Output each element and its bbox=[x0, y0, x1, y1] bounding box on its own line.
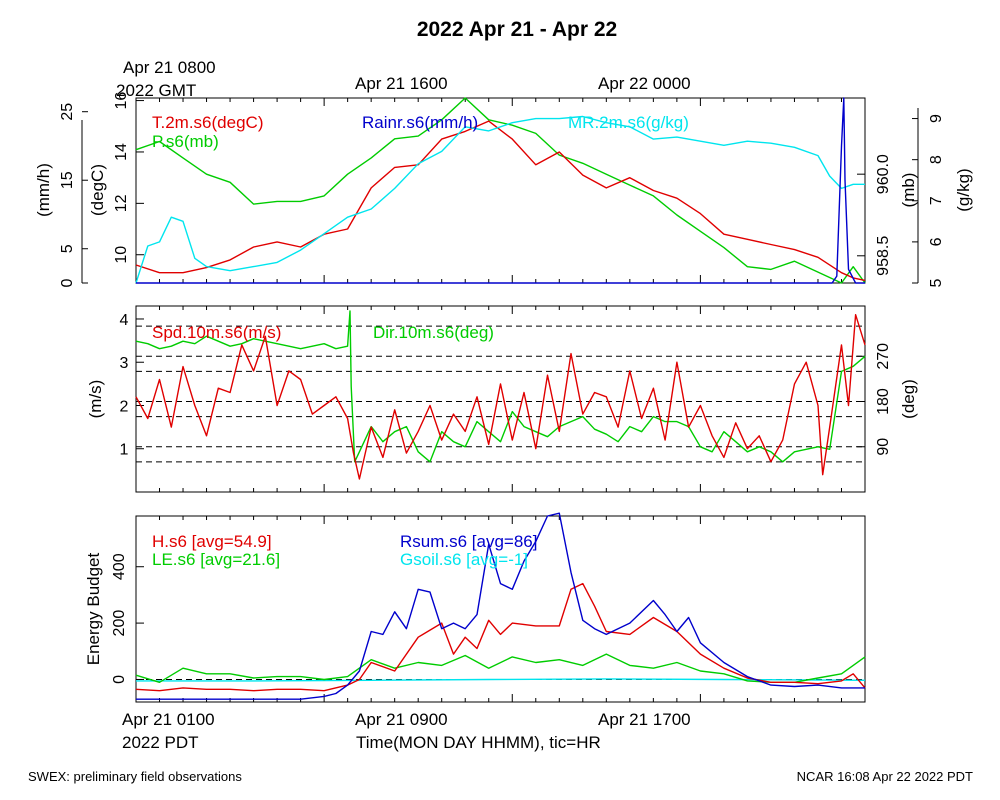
legend-soil-heat: Gsoil.s6 [avg=-1] bbox=[400, 550, 528, 569]
ms-tick-label-3: 4 bbox=[120, 312, 129, 329]
mb-tick-label-0: 958.5 bbox=[875, 236, 892, 276]
legend-radiation-sum: Rsum.s6 [avg=86] bbox=[400, 532, 538, 551]
energy-tick-label-1: 200 bbox=[111, 610, 128, 637]
panel-2-frame bbox=[135, 305, 866, 493]
gkg-tick-label-3: 8 bbox=[928, 155, 945, 164]
gkg-tick-label-2: 7 bbox=[928, 196, 945, 205]
panel-3-series-line-2 bbox=[135, 653, 866, 683]
legend-sensible-heat: H.s6 [avg=54.9] bbox=[152, 532, 272, 551]
top-time-label-2: Apr 21 1600 bbox=[355, 74, 448, 93]
x-axis-label: Time(MON DAY HHMM), tic=HR bbox=[356, 733, 601, 752]
gkg-tick-label-4: 9 bbox=[928, 114, 945, 123]
panel-2-axis-label-ms: (m/s) bbox=[86, 380, 105, 419]
energy-tick-label-2: 400 bbox=[111, 553, 128, 580]
deg-tick-label-1: 180 bbox=[875, 388, 892, 415]
panel-1-series-line-2 bbox=[135, 97, 866, 284]
mmh-tick-label-3: 25 bbox=[59, 103, 76, 121]
panel-3-frame bbox=[135, 515, 866, 703]
panel-1-axis-label-degc: (degC) bbox=[88, 164, 107, 216]
mmh-tick-label-1: 5 bbox=[59, 244, 76, 253]
gkg-tick-label-0: 5 bbox=[928, 278, 945, 287]
panel-3-series-line-1 bbox=[135, 582, 866, 692]
top-time-label-1-line2: 2022 GMT bbox=[116, 81, 196, 100]
panel-1-axis-label-mb: (mb) bbox=[899, 173, 918, 208]
deg-tick-label-0: 90 bbox=[875, 438, 892, 456]
panel-3-series-line-4 bbox=[136, 678, 866, 682]
ms-tick-label-0: 1 bbox=[120, 442, 129, 459]
panel-3-axis-label: Energy Budget bbox=[84, 552, 103, 665]
footer-left: SWEX: preliminary field observations bbox=[28, 769, 242, 784]
panel-1-series-line-3 bbox=[136, 97, 865, 284]
gkg-tick-label-1: 6 bbox=[928, 237, 945, 246]
panel-2-axis-label-deg: (deg) bbox=[899, 379, 918, 419]
panel-1-axis-label-gkg: (g/kg) bbox=[954, 168, 973, 211]
legend-latent-heat: LE.s6 [avg=21.6] bbox=[152, 550, 280, 569]
mb-tick-label-1: 960.0 bbox=[875, 154, 892, 194]
panel-2-series-line-1 bbox=[135, 314, 866, 480]
bottom-time-label-3: Apr 21 1700 bbox=[598, 710, 691, 729]
mmh-tick-label-2: 15 bbox=[59, 171, 76, 189]
footer-right: NCAR 16:08 Apr 22 2022 PDT bbox=[797, 769, 973, 784]
series-layer bbox=[135, 97, 866, 700]
ms-tick-label-2: 3 bbox=[120, 355, 129, 372]
legend-wind-speed: Spd.10m.s6(m/s) bbox=[152, 323, 281, 342]
mmh-tick-label-0: 0 bbox=[59, 278, 76, 287]
top-time-label-3: Apr 22 0000 bbox=[598, 74, 691, 93]
legend-mixing-ratio: MR.2m.s6(g/kg) bbox=[568, 113, 689, 132]
degc-tick-label-0: 10 bbox=[113, 246, 130, 264]
bottom-time-label-1-line2: 2022 PDT bbox=[122, 733, 199, 752]
degc-tick-label-3: 16 bbox=[113, 92, 130, 110]
energy-tick-label-0: 0 bbox=[111, 675, 128, 684]
ms-tick-label-1: 2 bbox=[120, 398, 129, 415]
chart-title: 2022 Apr 21 - Apr 22 bbox=[417, 18, 617, 41]
top-time-label-1: Apr 21 0800 bbox=[123, 58, 216, 77]
legend-wind-direction: Dir.10m.s6(deg) bbox=[373, 323, 494, 342]
legend-temperature: T.2m.s6(degC) bbox=[152, 113, 263, 132]
legend-pressure: P.s6(mb) bbox=[152, 132, 219, 151]
bottom-time-label-2: Apr 21 0900 bbox=[355, 710, 448, 729]
panel-1-axis-label-mmh: (mm/h) bbox=[34, 163, 53, 217]
degc-tick-label-1: 12 bbox=[113, 194, 130, 212]
degc-tick-label-2: 14 bbox=[113, 143, 130, 161]
panel-3-series-line-3 bbox=[136, 512, 865, 700]
reference-lines bbox=[136, 325, 865, 680]
deg-tick-label-2: 270 bbox=[875, 343, 892, 370]
bottom-time-label-1: Apr 21 0100 bbox=[122, 710, 215, 729]
ticks-layer: 05152510121416958.5960.05678912349018027… bbox=[59, 92, 945, 702]
legend-rain-rate: Rainr.s6(mm/h) bbox=[362, 113, 478, 132]
panel-1-series-line-4 bbox=[135, 115, 865, 284]
panel-1-series-line-1 bbox=[135, 120, 866, 282]
